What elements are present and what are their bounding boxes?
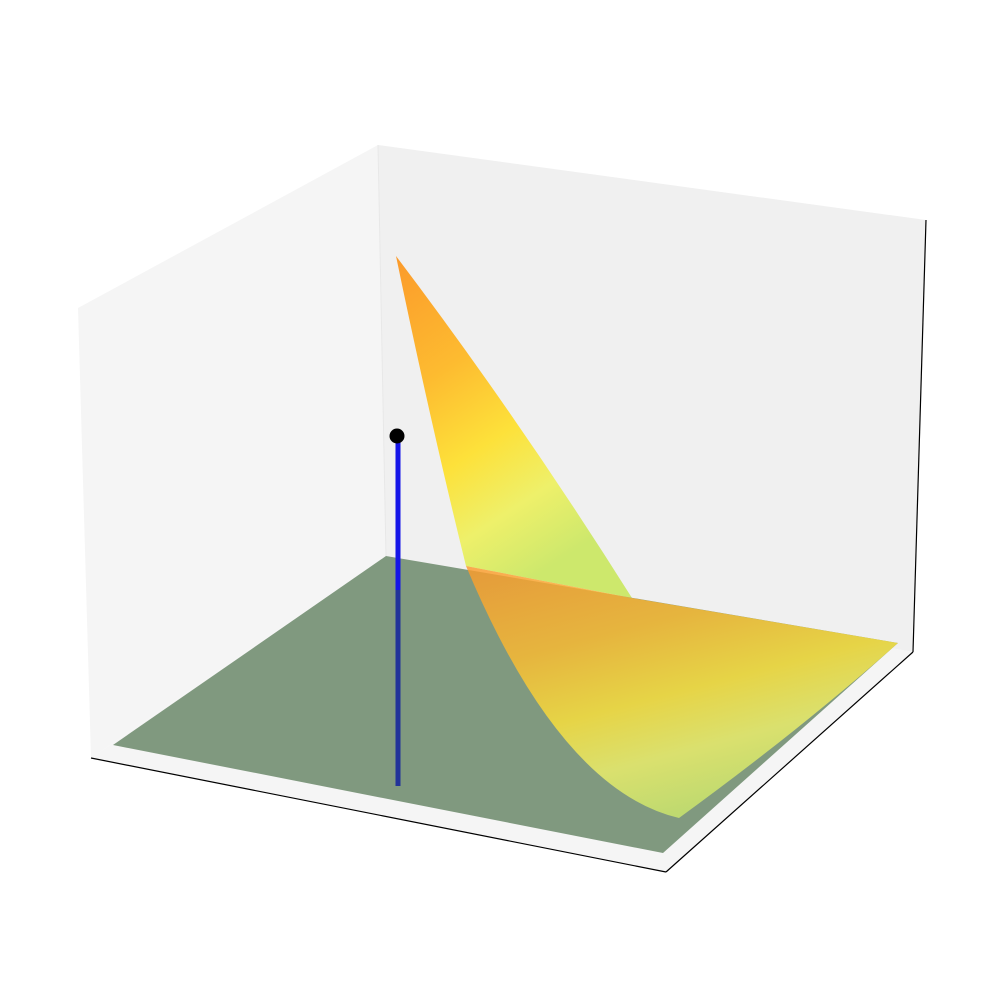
surface-lower [466, 566, 898, 818]
z-axis-line [912, 219, 927, 653]
pane-edge-left [377, 144, 387, 557]
y-axis-line [665, 651, 914, 873]
surface-upper [396, 256, 632, 598]
pane-left [78, 145, 386, 758]
x-axis-line [90, 757, 667, 873]
stem-marker-point [389, 428, 405, 444]
